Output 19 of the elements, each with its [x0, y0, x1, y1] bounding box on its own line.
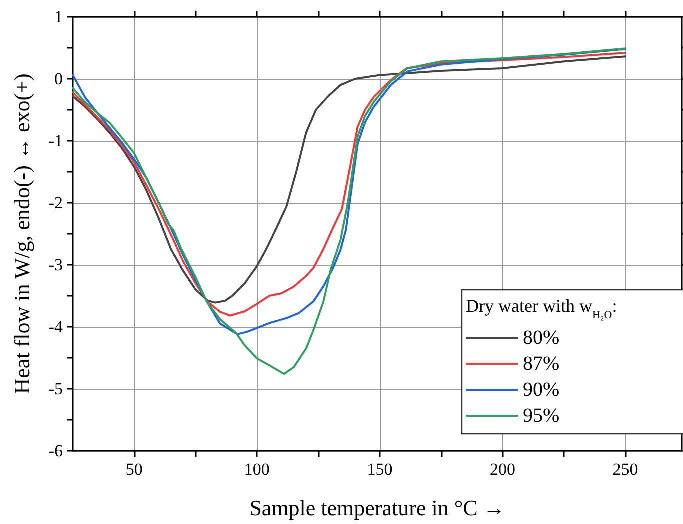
- legend-label: 95%: [523, 405, 560, 427]
- y-tick-label: -5: [48, 380, 63, 398]
- y-tick-label: -4: [48, 318, 64, 336]
- y-tick-label: 1: [54, 8, 63, 26]
- legend-label: 87%: [523, 353, 560, 375]
- x-tick-label: 200: [490, 460, 516, 479]
- x-tick-label: 50: [126, 460, 143, 479]
- y-tick-label: -6: [48, 442, 63, 460]
- x-tick-label: 150: [367, 460, 393, 479]
- y-tick-label: -1: [48, 132, 63, 150]
- x-tick-label: 250: [612, 460, 638, 479]
- legend-label: 80%: [523, 327, 560, 349]
- y-axis-title: Heat flow in W/g, endo(-) ↔ exo(+): [10, 74, 34, 394]
- legend-label: 90%: [523, 379, 560, 401]
- y-tick-label: -3: [48, 256, 63, 274]
- y-tick-label: 0: [54, 70, 63, 88]
- x-tick-label: 100: [244, 460, 270, 479]
- x-axis-title: Sample temperature in °C →: [250, 496, 506, 520]
- y-tick-label: -2: [48, 194, 63, 212]
